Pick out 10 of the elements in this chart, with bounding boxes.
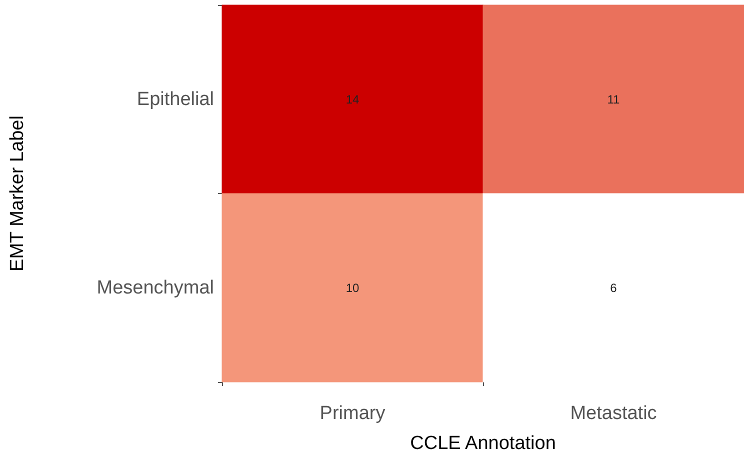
data-label: 6 (610, 280, 618, 295)
data-label: 11 (607, 92, 620, 106)
y-axis-title: EMT Marker Label (7, 116, 28, 272)
x-axis-title: CCLE Annotation (410, 433, 556, 454)
x-tick-label: Metastatic (570, 403, 657, 424)
data-label: 10 (346, 280, 360, 295)
data-label: 14 (346, 92, 360, 106)
x-tick-label: Primary (320, 403, 386, 424)
y-tick-label: Epithelial (136, 88, 214, 110)
y-tick-label: Mesenchymal (96, 277, 214, 298)
